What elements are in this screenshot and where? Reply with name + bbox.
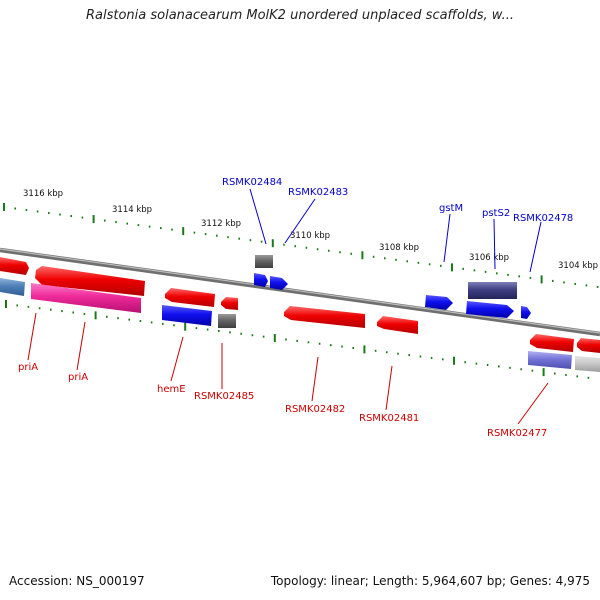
reverse-gene-labels: priA priA hemE RSMK02485 RSMK02482 RSMK0…	[18, 362, 547, 439]
gene-label-hemE[interactable]: hemE	[157, 384, 186, 395]
scale-label-3112: 3112 kbp	[201, 219, 241, 229]
leader-pstS2	[493, 218, 496, 270]
gene-label-RSMK02481[interactable]: RSMK02481	[359, 413, 419, 424]
leader-gstM	[443, 213, 451, 263]
gene-arrow-red-right-edge[interactable]	[577, 338, 600, 353]
gene-label-RSMK02484[interactable]: RSMK02484	[222, 177, 282, 188]
gene-label-priA-2[interactable]: priA	[68, 372, 88, 383]
gene-block-RSMK02485[interactable]	[218, 314, 236, 328]
gene-label-RSMK02483[interactable]: RSMK02483	[288, 187, 348, 198]
scale-ticks-lower	[5, 300, 590, 379]
gene-label-gstM[interactable]: gstM	[439, 203, 463, 214]
gene-arrow-hemE-upper[interactable]	[165, 288, 215, 307]
leader-hemE	[170, 336, 184, 382]
gene-label-RSMK02482[interactable]: RSMK02482	[285, 404, 345, 415]
gene-arrow-blue-1[interactable]	[254, 273, 268, 287]
gene-arrow-RSMK02478[interactable]	[521, 306, 531, 319]
genome-summary-text: Topology: linear; Length: 5,964,607 bp; …	[270, 574, 590, 588]
gene-label-RSMK02477[interactable]: RSMK02477	[487, 428, 547, 439]
gene-arrow-RSMK02477[interactable]	[530, 334, 574, 352]
gene-arrow-gstM[interactable]	[425, 295, 453, 310]
gene-block-hemE[interactable]	[162, 305, 212, 326]
gene-label-pstS2[interactable]: pstS2	[482, 208, 510, 219]
gene-arrow-pstS2[interactable]	[466, 301, 514, 318]
leader-RSMK02483	[284, 198, 316, 244]
gene-arrow-left-edge-red[interactable]	[0, 257, 29, 275]
label-leaders	[27, 188, 549, 425]
gene-block-priA-pink[interactable]	[31, 283, 141, 313]
gene-arrow-RSMK02482[interactable]	[284, 306, 365, 328]
gene-arrow-blue-2[interactable]	[270, 276, 288, 290]
scale-label-3114: 3114 kbp	[112, 205, 152, 215]
scale-label-3116: 3116 kbp	[23, 189, 63, 199]
leader-RSMK02484	[249, 188, 267, 245]
scale-label-3110: 3110 kbp	[290, 231, 330, 241]
forward-gene-labels: RSMK02484 RSMK02483 gstM pstS2 RSMK02478	[222, 177, 573, 224]
scale-labels: 3116 kbp 3114 kbp 3112 kbp 3110 kbp 3108…	[23, 189, 598, 271]
scale-label-3106: 3106 kbp	[469, 253, 509, 263]
gene-block-lightgray[interactable]	[575, 356, 600, 372]
gene-arrow-small-red[interactable]	[221, 297, 238, 310]
leader-priA-2	[76, 321, 86, 371]
gene-block-steel-left[interactable]	[0, 278, 25, 296]
leader-priA-1	[27, 312, 37, 361]
genome-backbone	[0, 247, 600, 337]
forward-track	[0, 255, 531, 319]
reverse-track	[0, 278, 600, 372]
leader-RSMK02478	[529, 221, 542, 273]
leader-RSMK02481	[385, 365, 393, 411]
gene-block-lavender[interactable]	[528, 351, 572, 369]
scale-ticks-upper	[3, 203, 599, 288]
accession-text: Accession: NS_000197	[9, 574, 145, 588]
gene-label-RSMK02485[interactable]: RSMK02485	[194, 391, 254, 402]
scale-label-3108: 3108 kbp	[379, 243, 419, 253]
gene-arrow-priA-upper[interactable]	[35, 266, 145, 296]
gene-label-RSMK02478[interactable]: RSMK02478	[513, 213, 573, 224]
map-title: Ralstonia solanacearum MolK2 unordered u…	[85, 8, 514, 23]
leader-RSMK02477	[517, 382, 549, 425]
leader-RSMK02482	[311, 356, 319, 402]
gene-block-pstS2[interactable]	[468, 282, 517, 299]
gene-arrow-RSMK02481[interactable]	[377, 316, 418, 334]
gene-label-priA-1[interactable]: priA	[18, 362, 38, 373]
genome-backbone-highlight	[0, 248, 600, 334]
scale-label-3104: 3104 kbp	[558, 261, 598, 271]
gene-block-RSMK02484[interactable]	[255, 255, 273, 268]
